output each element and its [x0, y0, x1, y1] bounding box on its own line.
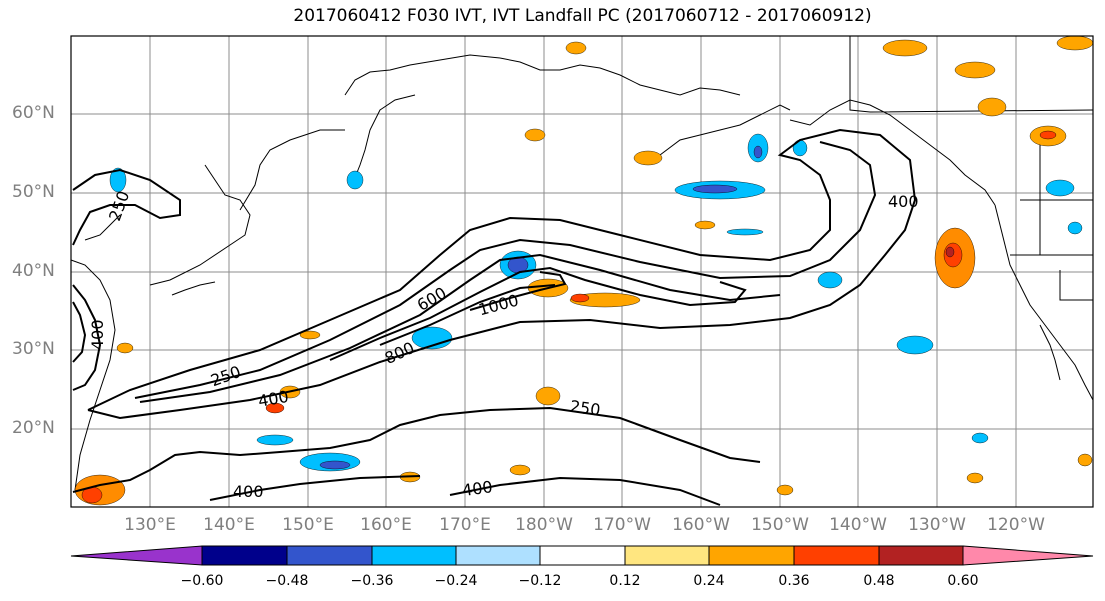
- contour-label: 400: [233, 482, 264, 501]
- lat-label: 60°N: [12, 103, 55, 123]
- colorbar-seg: [624, 545, 710, 566]
- lon-label: 130°E: [124, 515, 176, 535]
- colorbar-tick: 0.24: [693, 573, 725, 589]
- colorbar-seg: [70, 545, 203, 566]
- coastlines: [70, 54, 1094, 491]
- lon-label: 160°E: [360, 515, 412, 535]
- colorbar-seg: [286, 545, 373, 566]
- colorbar-seg: [539, 545, 626, 566]
- colorbar-tick: −0.36: [350, 573, 394, 589]
- lon-label: 140°W: [829, 515, 887, 535]
- colorbar-seg: [371, 545, 457, 566]
- lon-label: 180°W: [515, 515, 573, 535]
- lon-label: 120°W: [987, 515, 1045, 535]
- colorbar-seg: [793, 545, 880, 566]
- contour-label: 400: [257, 387, 290, 411]
- map-frame: [70, 35, 1094, 508]
- contour-label: 1000: [476, 290, 520, 319]
- colorbar-tick: 0.48: [863, 573, 895, 589]
- colorbar-tick: −0.60: [180, 573, 224, 589]
- lon-label: 170°W: [593, 515, 651, 535]
- lat-label: 20°N: [12, 418, 55, 438]
- colorbar: [70, 545, 1094, 566]
- lon-label: 150°W: [751, 515, 809, 535]
- lon-label: 160°W: [672, 515, 730, 535]
- colorbar-tick: −0.24: [434, 573, 478, 589]
- lat-label: 30°N: [12, 339, 55, 359]
- contour-label: 250: [569, 397, 602, 420]
- lon-label: 150°E: [282, 515, 334, 535]
- colorbar-tick: −0.48: [265, 573, 309, 589]
- colorbar-tick: 0.60: [947, 573, 979, 589]
- contour-label: 400: [461, 477, 494, 500]
- pc-patches-positive: [74, 35, 1094, 506]
- contour-label: 400: [88, 319, 107, 350]
- colorbar-tick: −0.12: [518, 573, 562, 589]
- ivt-contours: [72, 128, 917, 506]
- colorbar-seg: [708, 545, 795, 566]
- colorbar-seg: [962, 545, 1094, 566]
- contour-label: 250: [105, 188, 133, 223]
- colorbar-seg: [455, 545, 541, 566]
- map-title: 2017060412 F030 IVT, IVT Landfall PC (20…: [293, 6, 872, 26]
- colorbar-seg: [878, 545, 964, 566]
- colorbar-tick: 0.36: [778, 573, 810, 589]
- lat-label: 50°N: [12, 182, 55, 202]
- pc-patches-negative: [109, 133, 1083, 472]
- contour-label: 400: [888, 192, 919, 211]
- lon-label: 170°E: [439, 515, 491, 535]
- colorbar-tick: 0.12: [609, 573, 641, 589]
- lon-label: 130°W: [908, 515, 966, 535]
- colorbar-seg: [201, 545, 288, 566]
- lat-label: 40°N: [12, 261, 55, 281]
- lon-label: 140°E: [203, 515, 255, 535]
